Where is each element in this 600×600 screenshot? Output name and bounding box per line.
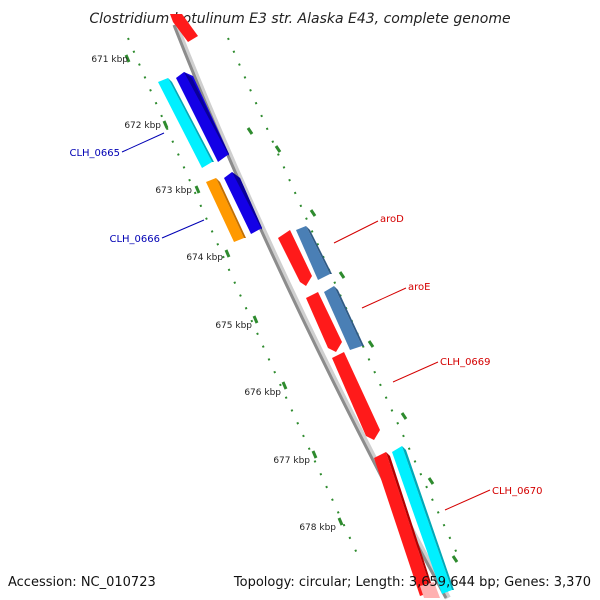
scale-label: 673 kbp: [155, 186, 192, 196]
map-title: Clostridium botulinum E3 str. Alaska E43…: [89, 11, 510, 27]
gene-feature[interactable]: [374, 452, 432, 596]
gene-feature-shadow: [232, 172, 262, 230]
gene-label-clh-0669[interactable]: CLH_0669: [440, 357, 491, 368]
scale-tick-track-left: [127, 37, 361, 561]
gene-feature[interactable]: [296, 226, 330, 280]
gene-feature[interactable]: [158, 78, 212, 168]
gene-feature[interactable]: [278, 230, 312, 286]
gene-feature-shadow: [216, 178, 246, 238]
scale-labels: 671 kbp 672 kbp 673 kbp 674 kbp 675 kbp …: [91, 55, 336, 533]
gene-feature[interactable]: [332, 352, 380, 440]
gene-features: [158, 14, 454, 598]
major-ticks-left: [124, 54, 344, 526]
gene-feature-shadow: [184, 72, 229, 156]
scale-label: 676 kbp: [244, 388, 281, 398]
gene-feature-shadow: [402, 446, 454, 590]
gene-feature[interactable]: [176, 72, 229, 162]
gene-label-arod[interactable]: aroD: [380, 214, 404, 225]
gene-feature[interactable]: [306, 292, 342, 352]
gene-feature-shadow: [334, 286, 364, 346]
gene-feature-shadow: [306, 226, 332, 274]
label-leaders: [121, 132, 491, 511]
scale-label: 677 kbp: [273, 456, 310, 466]
scale-label: 674 kbp: [186, 253, 223, 263]
gene-feature[interactable]: [324, 286, 362, 350]
gene-labels: CLH_0665 CLH_0666 aroD aroE CLH_0669 CLH…: [69, 148, 542, 497]
scale-label: 675 kbp: [215, 321, 252, 331]
gene-feature-shadow: [386, 452, 434, 592]
genome-summary-text: Topology: circular; Length: 3,659,644 bp…: [233, 575, 591, 590]
major-ticks-right: [246, 127, 459, 563]
gene-feature[interactable]: [420, 582, 440, 598]
scale-tick-track-right: [227, 37, 461, 561]
scale-label: 671 kbp: [91, 55, 128, 65]
gene-label-clh-0665[interactable]: CLH_0665: [69, 148, 120, 159]
scale-label: 678 kbp: [299, 523, 336, 533]
scale-label: 672 kbp: [124, 121, 161, 131]
gene-feature[interactable]: [224, 172, 262, 234]
gene-feature[interactable]: [170, 14, 198, 42]
gene-feature-shadow: [168, 78, 214, 162]
gene-feature[interactable]: [206, 178, 244, 242]
accession-text: Accession: NC_010723: [8, 575, 156, 590]
gene-label-clh-0666[interactable]: CLH_0666: [109, 234, 160, 245]
gene-label-clh-0670[interactable]: CLH_0670: [492, 486, 543, 497]
gene-label-aroe[interactable]: aroE: [408, 282, 430, 293]
gene-feature[interactable]: [392, 446, 452, 594]
